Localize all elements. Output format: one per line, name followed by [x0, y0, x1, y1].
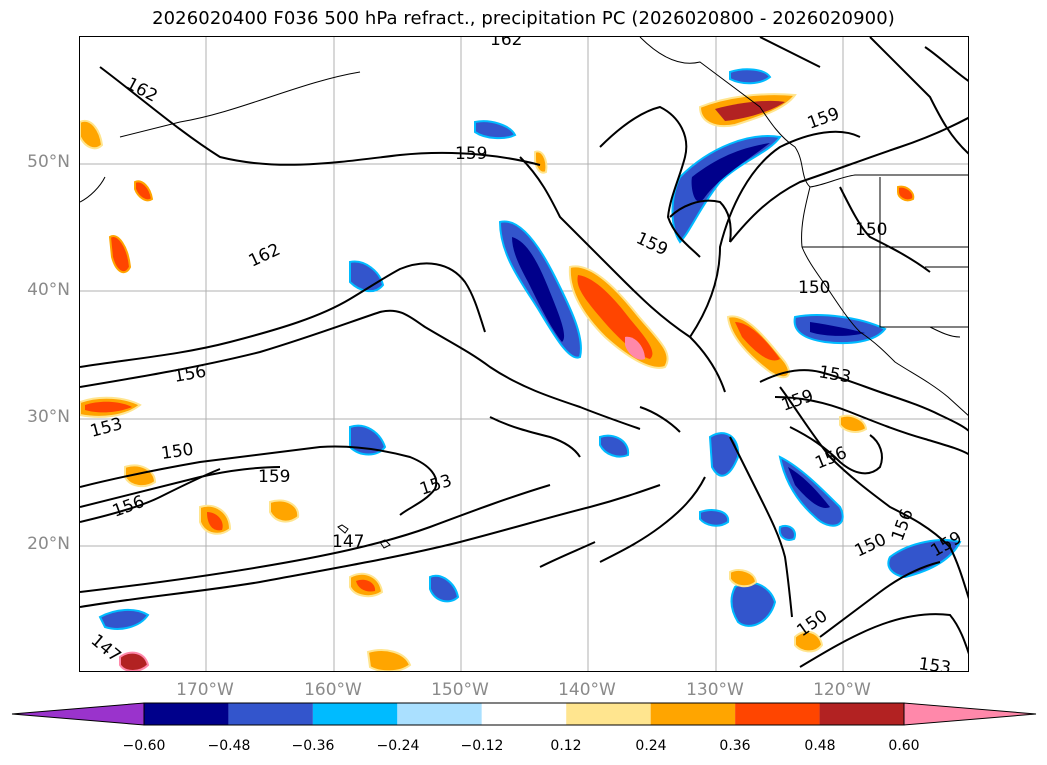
lon-label-160w: 160°W — [304, 680, 362, 700]
lon-label-130w: 130°W — [686, 680, 744, 700]
contour-label: 162 — [246, 240, 284, 272]
lat-label-50n: 50°N — [27, 152, 70, 172]
contour-label: 159 — [633, 228, 671, 260]
colorbar-tick: −0.12 — [460, 738, 504, 754]
colorbar-tick: 0.24 — [635, 738, 667, 754]
colorbar-segment — [312, 703, 398, 725]
precip-negative-areas — [98, 68, 962, 630]
colorbar-tick: 0.36 — [719, 738, 751, 754]
lon-label-120w: 120°W — [813, 680, 871, 700]
contour-label: 156 — [172, 362, 207, 387]
contour-label: 147 — [87, 631, 125, 667]
lat-label-20n: 20°N — [27, 534, 70, 554]
map-title: 2026020400 F036 500 hPa refract., precip… — [152, 8, 895, 29]
map-panel: 162 162 159 162 159 159 150 150 156 153 … — [79, 36, 969, 672]
contour-label: 162 — [490, 37, 522, 50]
colorbar-tick: 0.48 — [804, 738, 836, 754]
map-canvas: 162 162 159 162 159 159 150 150 156 153 … — [80, 37, 968, 672]
contour-label: 150 — [798, 278, 830, 298]
contour-label: 162 — [123, 74, 161, 107]
lat-label-40n: 40°N — [27, 280, 70, 300]
colorbar-tick: 0.12 — [550, 738, 582, 754]
colorbar-segments — [11, 702, 1037, 726]
contour-label: 159 — [455, 144, 487, 164]
graticule — [80, 37, 968, 671]
colorbar-tick: −0.36 — [291, 738, 335, 754]
colorbar-segment — [903, 702, 1037, 726]
contour-label: 159 — [805, 104, 842, 134]
colorbar-segment — [650, 703, 736, 725]
contour-label: 156 — [888, 506, 918, 543]
lon-label-170w: 170°W — [176, 680, 234, 700]
contour-label: 150 — [852, 530, 890, 562]
contour-label: 153 — [917, 654, 952, 672]
height-contours — [80, 37, 968, 668]
colorbar-segment — [397, 703, 482, 725]
contour-label: 150 — [855, 220, 887, 240]
coastlines — [80, 37, 968, 549]
contour-label: 150 — [160, 440, 195, 464]
colorbar-segment — [735, 703, 820, 725]
colorbar-segment — [481, 703, 567, 725]
contour-label: 159 — [779, 386, 816, 416]
colorbar-tick: −0.24 — [376, 738, 420, 754]
lat-label-30n: 30°N — [27, 407, 70, 427]
contour-label: 153 — [88, 414, 125, 442]
contour-label: 159 — [258, 467, 290, 487]
contour-label: 153 — [417, 471, 454, 500]
contour-label: 147 — [332, 532, 364, 552]
colorbar-tick: −0.48 — [207, 738, 251, 754]
colorbar-segment — [819, 703, 904, 725]
colorbar-tick: 0.60 — [888, 738, 920, 754]
colorbar-segment — [228, 703, 313, 725]
lon-label-140w: 140°W — [558, 680, 616, 700]
colorbar-segment — [566, 703, 651, 725]
colorbar-tick: −0.60 — [122, 738, 166, 754]
lon-label-150w: 150°W — [431, 680, 489, 700]
colorbar — [11, 702, 1037, 726]
colorbar-segment — [11, 702, 145, 726]
contour-label: 156 — [110, 492, 147, 522]
precip-positive-areas — [80, 93, 915, 671]
contour-label: 153 — [817, 362, 852, 387]
colorbar-segment — [144, 703, 229, 725]
